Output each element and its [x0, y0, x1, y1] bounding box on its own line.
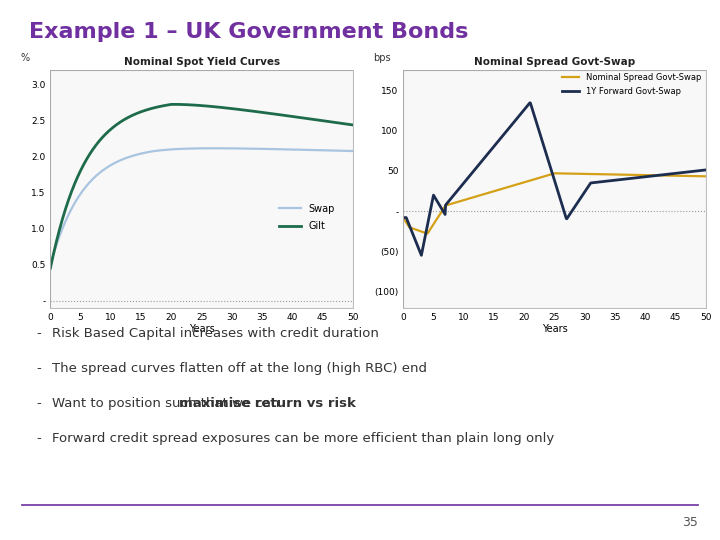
- Text: -: -: [36, 397, 41, 410]
- Text: -: -: [36, 432, 41, 445]
- Text: maximise return vs risk: maximise return vs risk: [179, 397, 356, 410]
- Line: Nominal Spread Govt-Swap: Nominal Spread Govt-Swap: [403, 173, 706, 234]
- Text: Want to position such that we can: Want to position such that we can: [52, 397, 284, 410]
- Swap: [99, 166, 108, 173]
- Gilt: [184, 102, 192, 108]
- Text: Example 1 – UK Government Bonds: Example 1 – UK Government Bonds: [29, 22, 468, 42]
- Nominal Spread Govt-Swap: [399, 214, 408, 221]
- 1Y Forward Govt-Swap: [628, 175, 636, 181]
- Text: The spread curves flatten off at the long (high RBC) end: The spread curves flatten off at the lon…: [52, 362, 427, 375]
- Line: Gilt: Gilt: [50, 104, 353, 268]
- 1Y Forward Govt-Swap: [526, 99, 534, 106]
- Swap: [183, 145, 192, 152]
- Gilt: [225, 105, 233, 112]
- Swap: [46, 261, 55, 268]
- Gilt: [99, 132, 108, 139]
- Swap: [210, 145, 218, 152]
- Gilt: [274, 111, 283, 118]
- Legend: Nominal Spread Govt-Swap, 1Y Forward Govt-Swap: Nominal Spread Govt-Swap, 1Y Forward Gov…: [559, 70, 704, 99]
- Swap: [274, 146, 283, 152]
- Text: -: -: [36, 362, 41, 375]
- 1Y Forward Govt-Swap: [536, 134, 545, 140]
- Text: -: -: [36, 327, 41, 340]
- Line: Swap: Swap: [50, 148, 353, 265]
- Swap: [124, 154, 132, 160]
- Swap: [248, 145, 257, 152]
- 1Y Forward Govt-Swap: [477, 158, 486, 165]
- Nominal Spread Govt-Swap: [423, 231, 432, 237]
- Nominal Spread Govt-Swap: [628, 172, 636, 178]
- Title: Nominal Spot Yield Curves: Nominal Spot Yield Curves: [124, 57, 279, 66]
- X-axis label: Years: Years: [541, 325, 567, 334]
- Gilt: [170, 101, 179, 107]
- Nominal Spread Govt-Swap: [550, 170, 559, 177]
- Nominal Spread Govt-Swap: [477, 192, 486, 198]
- Nominal Spread Govt-Swap: [536, 174, 545, 181]
- Swap: [348, 148, 357, 154]
- Legend: Swap, Gilt: Swap, Gilt: [276, 200, 339, 235]
- Text: 35: 35: [683, 516, 698, 529]
- 1Y Forward Govt-Swap: [453, 188, 462, 194]
- Line: 1Y Forward Govt-Swap: 1Y Forward Govt-Swap: [403, 103, 706, 255]
- 1Y Forward Govt-Swap: [701, 167, 710, 173]
- 1Y Forward Govt-Swap: [602, 178, 611, 185]
- Gilt: [46, 265, 55, 272]
- 1Y Forward Govt-Swap: [399, 214, 408, 221]
- Gilt: [248, 108, 257, 114]
- Gilt: [124, 114, 132, 120]
- Text: Forward credit spread exposures can be more efficient than plain long only: Forward credit spread exposures can be m…: [52, 432, 554, 445]
- Nominal Spread Govt-Swap: [602, 171, 611, 178]
- Swap: [225, 145, 233, 152]
- Gilt: [348, 122, 357, 128]
- Nominal Spread Govt-Swap: [701, 173, 710, 180]
- Text: %: %: [20, 53, 30, 63]
- Text: Risk Based Capital increases with credit duration: Risk Based Capital increases with credit…: [52, 327, 379, 340]
- X-axis label: Years: Years: [189, 325, 215, 334]
- Text: bps: bps: [373, 53, 390, 63]
- Nominal Spread Govt-Swap: [578, 171, 587, 177]
- Title: Nominal Spread Govt-Swap: Nominal Spread Govt-Swap: [474, 57, 635, 66]
- Nominal Spread Govt-Swap: [453, 199, 462, 205]
- 1Y Forward Govt-Swap: [578, 192, 587, 199]
- 1Y Forward Govt-Swap: [417, 252, 426, 259]
